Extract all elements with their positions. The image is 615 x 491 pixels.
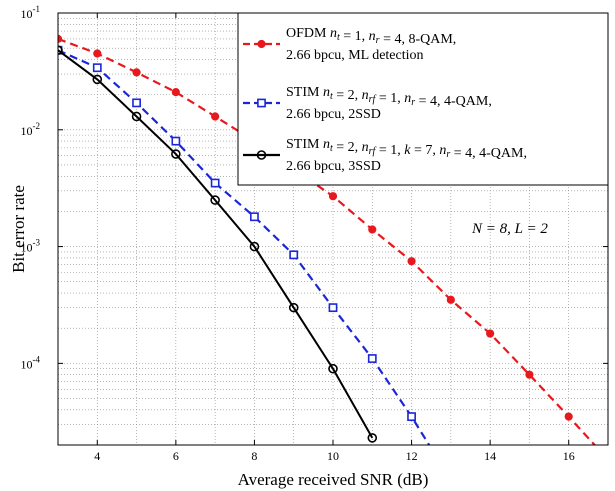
x-tick-label: 12 — [406, 449, 418, 463]
annotation: N = 8, L = 2 — [471, 221, 548, 237]
data-point — [367, 354, 377, 363]
data-point — [328, 303, 338, 313]
x-axis-label: Average received SNR (dB) — [238, 470, 429, 489]
y-tick-label: 10-3 — [21, 238, 41, 255]
series-2 — [58, 45, 431, 445]
series-3 — [58, 45, 378, 443]
data-point — [250, 212, 259, 222]
legend-entry-3: STIM nt = 2, nrf = 1, k = 7, nr = 4, 4-Q… — [243, 137, 527, 174]
x-tick-label: 4 — [94, 449, 100, 463]
data-point — [368, 225, 377, 234]
series-line — [58, 49, 374, 439]
data-point — [132, 68, 141, 77]
annotation-text: N = 8, L = 2 — [471, 221, 548, 237]
y-tick-label: 10-4 — [21, 354, 41, 371]
data-point — [211, 112, 220, 121]
legend-entry-1: OFDM nt = 1, nr = 4, 8-QAM,2.66 bpcu, ML… — [243, 26, 456, 63]
data-point — [257, 39, 266, 49]
data-point — [407, 257, 416, 266]
legend-label: STIM nt = 2, nrf = 1, k = 7, nr = 4, 4-Q… — [286, 137, 527, 161]
legend-label: OFDM nt = 1, nr = 4, 8-QAM, — [286, 26, 456, 47]
data-point — [525, 370, 534, 379]
data-point — [486, 329, 495, 338]
data-point — [328, 192, 338, 201]
y-axis-label: Bit error rate — [9, 185, 28, 273]
legend-label: 2.66 bpcu, ML detection — [286, 48, 424, 63]
x-tick-label: 16 — [563, 449, 575, 463]
data-point — [210, 195, 220, 205]
data-point — [171, 149, 181, 159]
data-point — [256, 150, 267, 160]
data-point — [328, 363, 338, 374]
data-point — [288, 302, 299, 313]
data-point — [131, 111, 142, 122]
x-tick-label: 10 — [327, 449, 339, 463]
data-point — [92, 74, 103, 85]
x-tick-label: 8 — [251, 449, 257, 463]
data-point — [92, 63, 102, 73]
data-point — [171, 88, 180, 97]
x-tick-label: 6 — [173, 449, 179, 463]
data-point — [249, 241, 260, 252]
data-point — [58, 45, 63, 56]
data-point — [171, 136, 181, 146]
data-point — [93, 49, 102, 58]
data-point — [132, 98, 141, 108]
data-point — [289, 250, 299, 260]
legend-label: 2.66 bpcu, 2SSD — [286, 107, 381, 122]
data-point — [210, 178, 220, 188]
series-line — [58, 49, 431, 445]
data-point — [367, 433, 378, 443]
legend-label: STIM nt = 2, nrf = 1, nr = 4, 4-QAM, — [286, 85, 492, 109]
data-point — [564, 412, 573, 421]
y-tick-label: 10-1 — [21, 4, 41, 21]
data-point — [407, 412, 416, 422]
y-tick-label: 10-2 — [21, 121, 41, 138]
legend-entry-2: STIM nt = 2, nrf = 1, nr = 4, 4-QAM,2.66… — [243, 85, 492, 122]
legend-label: 2.66 bpcu, 3SSD — [286, 159, 381, 174]
legend-box — [237, 12, 609, 186]
data-point — [446, 295, 455, 304]
x-tick-label: 14 — [484, 449, 496, 463]
ticks: 4 6 8 10 12 14 16 10-1 10-2 10-3 10-4 — [21, 4, 608, 463]
data-point — [257, 98, 266, 108]
legend: OFDM nt = 1, nr = 4, 8-QAM,2.66 bpcu, ML… — [237, 12, 609, 186]
